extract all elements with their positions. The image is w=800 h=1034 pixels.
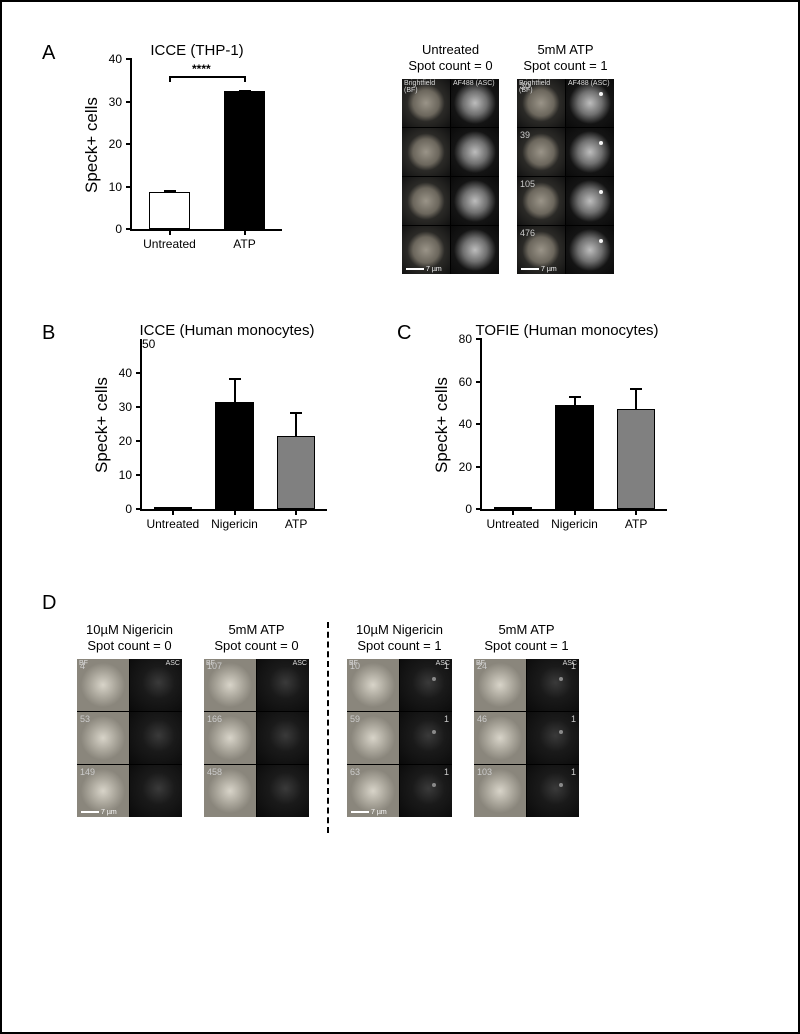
cell-brightfield: 39 — [517, 128, 565, 176]
ytick-label: 80 — [450, 332, 472, 346]
cell-brightfield: 46 — [474, 712, 526, 764]
bar — [555, 405, 593, 509]
chart-b-title: ICCE (Human monocytes) — [92, 322, 362, 339]
cell-asc: AF488 (ASC) — [566, 79, 614, 127]
ytick-label: 0 — [110, 502, 132, 516]
bar — [277, 436, 315, 509]
ytick-label: 60 — [450, 375, 472, 389]
gallery-header: 5mM ATPSpot count = 0 — [204, 622, 309, 655]
figure-page: A ICCE (THP-1) Speck+ cells 010203040Unt… — [0, 0, 800, 1034]
cell-brightfield: 103 — [474, 765, 526, 817]
cell-asc — [566, 226, 614, 274]
cell-asc — [451, 177, 499, 225]
panel-a-label: A — [42, 42, 55, 65]
category-label: Untreated — [142, 517, 204, 531]
cell-brightfield: Brightfield (BF) — [402, 79, 450, 127]
bar — [224, 91, 265, 229]
category-label: Nigericin — [204, 517, 266, 531]
cell-asc — [566, 128, 614, 176]
gallery-header: 10µM NigericinSpot count = 0 — [77, 622, 182, 655]
gallery-header: 5mM ATPSpot count = 1 — [474, 622, 579, 655]
ytick-label: 10 — [110, 468, 132, 482]
panel-b-chart: ICCE (Human monocytes) Speck+ cells 50 0… — [92, 322, 362, 511]
ytick-label: 20 — [100, 137, 122, 151]
category-label: ATP — [265, 517, 327, 531]
ytick-label: 20 — [450, 460, 472, 474]
ytick-label: 30 — [110, 400, 132, 414]
ytick-label: 0 — [100, 222, 122, 236]
significance-stars: **** — [192, 62, 211, 76]
divider — [327, 622, 329, 833]
panel-a-gallery: Untreated Spot count = 0 Brightfield (BF… — [402, 42, 614, 274]
cell-brightfield: 7 µm — [402, 226, 450, 274]
chart-a-ylabel: Speck+ cells — [82, 60, 102, 230]
cell-asc: ASC — [257, 659, 309, 711]
cell-asc — [257, 712, 309, 764]
cell-asc: ASC1 — [400, 659, 452, 711]
cell-brightfield: 458 — [204, 765, 256, 817]
cell-asc — [451, 226, 499, 274]
ytick-label: 10 — [100, 180, 122, 194]
panel-c-chart: TOFIE (Human monocytes) Speck+ cells 020… — [432, 322, 702, 511]
gallery-header: 10µM NigericinSpot count = 1 — [347, 622, 452, 655]
panel-a-chart: ICCE (THP-1) Speck+ cells 010203040Untre… — [82, 42, 312, 231]
cell-asc — [566, 177, 614, 225]
chart-c-ylabel: Speck+ cells — [432, 340, 452, 510]
chart-c-title: TOFIE (Human monocytes) — [432, 322, 702, 339]
category-label: ATP — [207, 237, 282, 251]
category-label: Untreated — [482, 517, 544, 531]
cell-asc: AF488 (ASC) — [451, 79, 499, 127]
chart-b-ylabel: Speck+ cells — [92, 340, 112, 510]
panel-c-label: C — [397, 322, 411, 345]
bar — [617, 409, 655, 509]
category-label: Nigericin — [544, 517, 606, 531]
ga-h1-l1: 5mM ATP — [537, 42, 593, 57]
ga-h1-l2: Spot count = 1 — [523, 58, 607, 73]
category-label: ATP — [605, 517, 667, 531]
cell-brightfield — [402, 177, 450, 225]
cell-brightfield: Brightfield (BF)30 — [517, 79, 565, 127]
cell-brightfield: BF24 — [474, 659, 526, 711]
ytick-label: 40 — [100, 52, 122, 66]
cell-asc — [451, 128, 499, 176]
cell-brightfield: 1497 µm — [77, 765, 129, 817]
cell-asc: 1 — [400, 712, 452, 764]
ytick-label: 30 — [100, 95, 122, 109]
cell-brightfield: 166 — [204, 712, 256, 764]
cell-asc: 1 — [527, 765, 579, 817]
bar — [215, 402, 253, 509]
cell-asc — [130, 765, 182, 817]
cell-asc — [257, 765, 309, 817]
cell-brightfield: BF107 — [204, 659, 256, 711]
panel-d-gallery: 10µM NigericinSpot count = 0BF4ASC531497… — [77, 622, 579, 833]
cell-brightfield: 4767 µm — [517, 226, 565, 274]
ga-h0-l1: Untreated — [422, 42, 479, 57]
cell-asc — [130, 712, 182, 764]
cell-brightfield: 637 µm — [347, 765, 399, 817]
cell-brightfield: 59 — [347, 712, 399, 764]
ytick-label: 40 — [450, 417, 472, 431]
cell-brightfield: BF10 — [347, 659, 399, 711]
cell-brightfield: 105 — [517, 177, 565, 225]
cell-asc: 1 — [527, 712, 579, 764]
cell-asc: 1 — [400, 765, 452, 817]
ga-h0-l2: Spot count = 0 — [408, 58, 492, 73]
cell-brightfield: BF4 — [77, 659, 129, 711]
cell-asc: ASC1 — [527, 659, 579, 711]
ytick-label: 20 — [110, 434, 132, 448]
cell-asc: ASC — [130, 659, 182, 711]
panel-d-label: D — [42, 592, 56, 615]
cell-brightfield: 53 — [77, 712, 129, 764]
bar — [149, 192, 190, 229]
category-label: Untreated — [132, 237, 207, 251]
panel-b-label: B — [42, 322, 55, 345]
ytick-label: 40 — [110, 366, 132, 380]
ytick-label: 0 — [450, 502, 472, 516]
cell-brightfield — [402, 128, 450, 176]
